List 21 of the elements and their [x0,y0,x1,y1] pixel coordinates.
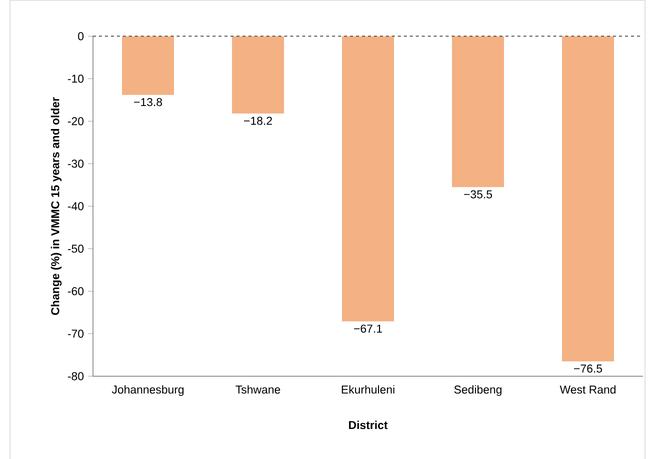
y-tick-label: -80 [68,372,84,380]
x-tick-label: Ekurhuleni [342,385,394,394]
y-axis-title: Change (%) in VMMC 15 years and older [50,97,62,315]
y-tick-label: -70 [68,329,84,338]
x-tick-label: Johannesburg [112,385,184,396]
x-tick-label: Sedibeng [454,385,502,396]
y-tick-label: -50 [68,244,84,253]
data-label: −18.2 [244,116,272,125]
data-label: −35.5 [464,190,492,198]
y-tick-label: -60 [68,286,84,296]
y-tick-label: -20 [68,116,84,126]
y-tick-label: -40 [68,202,84,210]
data-label: −67.1 [354,324,382,332]
x-tick-label: West Rand [560,385,616,394]
x-tick-label: Tshwane [236,385,280,394]
y-tick-label: -10 [68,74,84,83]
data-label: −13.8 [134,98,162,106]
x-axis-title: District [349,420,388,429]
y-tick-label: -30 [68,159,84,168]
data-label: −76.5 [574,364,602,372]
y-tick-label: 0 [78,32,84,40]
